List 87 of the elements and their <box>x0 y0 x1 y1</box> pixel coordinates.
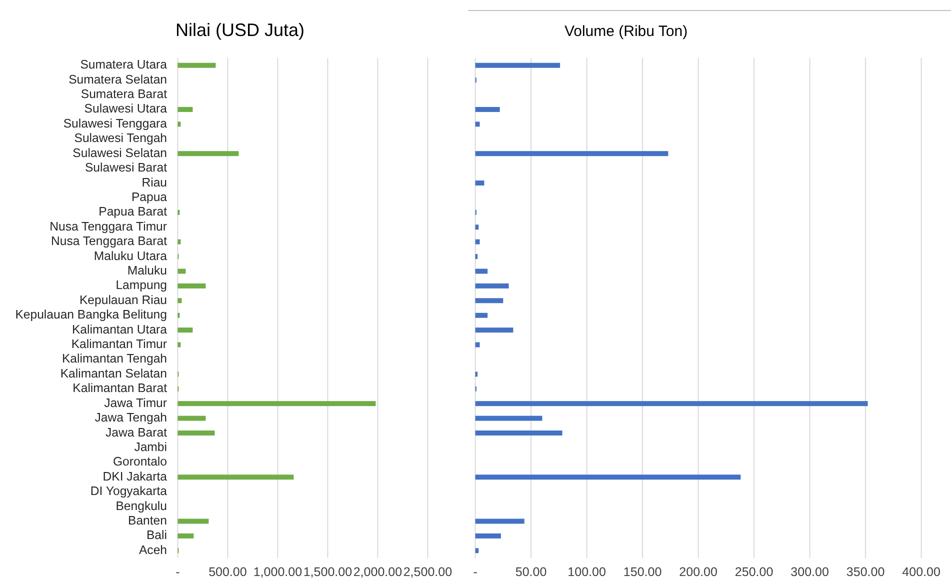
bar <box>475 312 488 318</box>
y-tick-label: Sulawesi Barat <box>84 160 168 175</box>
x-tick-label: 350.00 <box>846 565 885 579</box>
x-tick-label: 500.00 <box>208 565 247 579</box>
y-tick-label: Papua <box>131 190 168 204</box>
x-tick-label: 300.00 <box>790 565 829 579</box>
bar <box>475 122 480 127</box>
x-tick-label: - <box>473 565 478 579</box>
bar <box>475 62 560 68</box>
y-tick-label: Jambi <box>134 440 167 454</box>
y-tick-label: DI Yogyakarta <box>90 484 168 498</box>
x-tick-label: 50.00 <box>515 565 547 579</box>
bar <box>475 298 504 304</box>
y-tick-label: Kalimantan Tengah <box>62 352 168 366</box>
y-tick-label: Aceh <box>138 542 168 557</box>
bar <box>475 328 514 333</box>
bar <box>475 430 562 436</box>
x-tick-label: 1,500.00 <box>303 565 352 579</box>
bar <box>178 416 206 421</box>
y-tick-label: Sumatera Utara <box>80 58 168 72</box>
y-tick-label: Kepulauan Bangka Belitung <box>15 308 168 322</box>
y-tick-label: Nusa Tenggara Timur <box>50 219 167 234</box>
bar <box>178 283 206 288</box>
y-tick-label: Kepulauan Riau <box>79 292 168 307</box>
bar <box>178 401 376 406</box>
bar <box>475 151 668 156</box>
bar <box>475 342 480 348</box>
bar <box>475 239 480 244</box>
y-tick-label: Kalimantan Timur <box>71 337 167 352</box>
bar <box>178 268 186 274</box>
y-tick-label: Papua Barat <box>98 204 168 219</box>
y-tick-label: Sumatera Barat <box>80 87 168 102</box>
y-tick-label: DKI Jakarta <box>102 469 168 484</box>
bar <box>178 122 181 127</box>
y-tick-label: Riau <box>142 175 168 190</box>
x-tick-label: 200.00 <box>679 565 718 579</box>
y-tick-label: Lampung <box>116 278 168 292</box>
y-tick-label: Sulawesi Tenggara <box>63 116 168 130</box>
y-tick-label: Gorontalo <box>112 454 168 469</box>
bar <box>178 474 294 480</box>
bar <box>178 62 216 68</box>
bar <box>475 401 868 406</box>
bar <box>178 328 193 333</box>
y-tick-label: Maluku Utara <box>94 248 168 263</box>
bar <box>178 298 182 304</box>
bar <box>178 151 239 156</box>
y-tick-label: Bali <box>146 528 167 542</box>
bar <box>475 548 479 554</box>
bar <box>178 239 181 244</box>
x-tick-label: 1,000.00 <box>253 565 302 579</box>
chart-title: Volume (Ribu Ton) <box>564 23 688 40</box>
x-tick-label: 250.00 <box>734 565 774 579</box>
y-tick-label: Bengkulu <box>116 498 168 513</box>
y-tick-label: Sulawesi Tengah <box>74 131 168 146</box>
y-tick-label: Banten <box>128 513 168 528</box>
bar <box>475 416 542 421</box>
y-tick-label: Sulawesi Selatan <box>72 146 168 160</box>
x-tick-label: 2,000.00 <box>353 565 402 579</box>
y-tick-label: Sumatera Selatan <box>68 72 168 86</box>
y-tick-label: Jawa Timur <box>104 396 167 410</box>
x-tick-label: 2,500.00 <box>403 565 452 579</box>
bar <box>178 518 209 524</box>
bar <box>475 268 488 274</box>
y-tick-label: Kalimantan Selatan <box>60 366 168 380</box>
x-tick-label: 100.00 <box>568 565 606 579</box>
bar <box>178 533 194 538</box>
x-tick-label: - <box>176 565 180 579</box>
x-tick-label: 400.00 <box>902 565 940 579</box>
bar <box>178 430 215 436</box>
x-tick-label: 150.00 <box>623 565 662 579</box>
bar <box>475 224 479 230</box>
bar <box>475 180 484 186</box>
y-tick-label: Jawa Barat <box>105 425 168 440</box>
y-tick-label: Kalimantan Barat <box>72 381 168 396</box>
chart-title: Nilai (USD Juta) <box>175 20 305 40</box>
bar <box>178 342 181 348</box>
y-tick-label: Maluku <box>127 263 168 278</box>
bar <box>475 106 500 112</box>
y-tick-label: Nusa Tenggara Barat <box>51 234 168 248</box>
bar <box>475 533 501 538</box>
y-tick-label: Jawa Tengah <box>94 410 168 425</box>
bar <box>475 283 509 288</box>
bar <box>178 106 193 112</box>
y-tick-label: Sulawesi Utara <box>84 102 168 116</box>
bar <box>475 518 524 524</box>
y-tick-label: Kalimantan Utara <box>72 322 168 336</box>
bar <box>475 474 741 480</box>
